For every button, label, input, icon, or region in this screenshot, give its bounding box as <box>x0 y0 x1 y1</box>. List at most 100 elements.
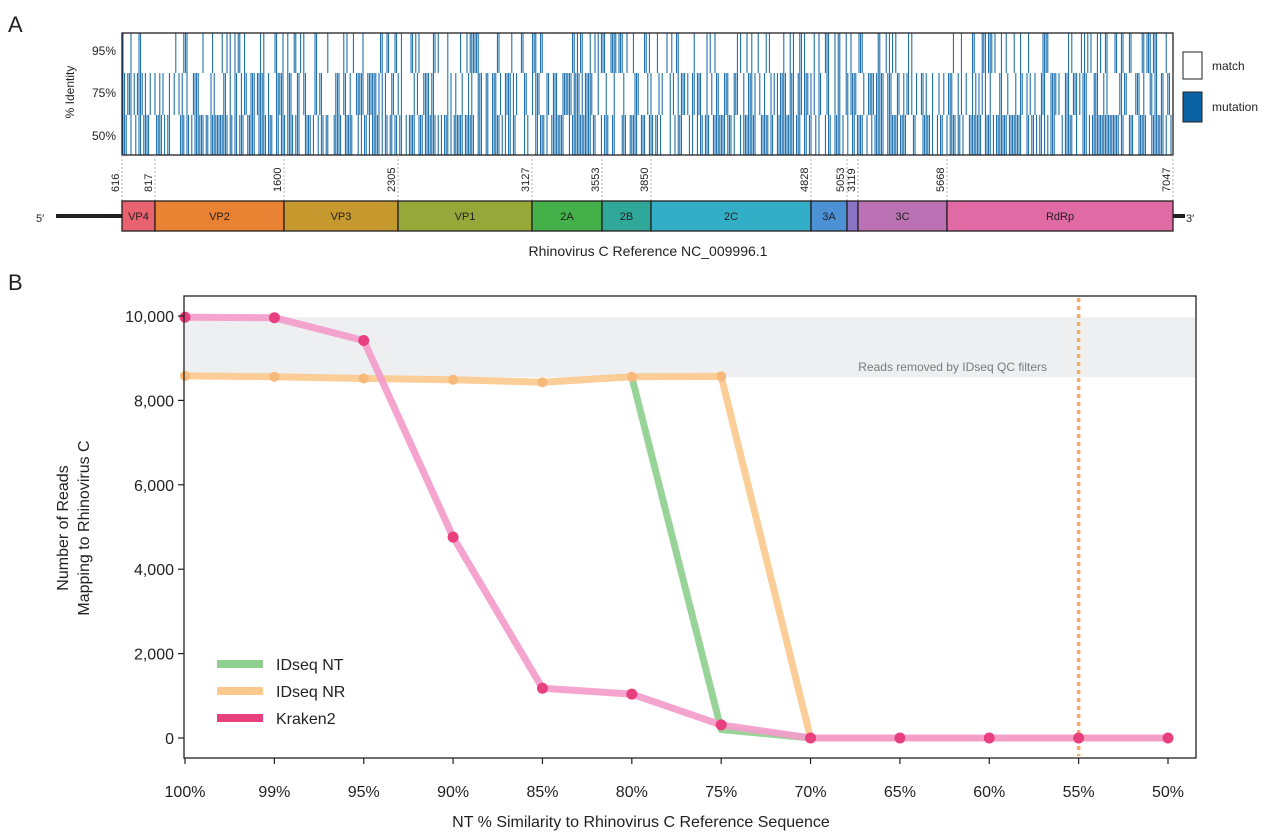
gene-box <box>650 200 812 232</box>
data-point-kraken2 <box>536 682 548 694</box>
data-point-kraken2 <box>715 719 727 731</box>
mutation-plot-frame <box>121 32 1174 156</box>
genome-title: Rhinovirus C Reference NC_009996.1 <box>529 243 768 259</box>
mutation-plot <box>122 33 1172 155</box>
legend-label: IDseq NT <box>276 657 344 674</box>
x-tick-label: 90% <box>437 784 469 801</box>
gene-box <box>857 200 948 232</box>
genome-position-label: 7047 <box>1161 168 1173 192</box>
gene-label: VP2 <box>209 211 230 223</box>
data-point-kraken2 <box>268 312 280 324</box>
panel-a-ytick: 75% <box>92 86 116 100</box>
series-line-idseq-nt <box>628 373 815 742</box>
data-point-kraken2 <box>805 732 817 744</box>
data-point-idseq-nr <box>180 370 190 381</box>
legend-swatch-match <box>1182 51 1203 80</box>
data-point-kraken2 <box>1073 732 1085 744</box>
data-point-idseq-nr <box>537 377 548 388</box>
panel-b-label: B <box>8 270 23 295</box>
data-point-kraken2 <box>626 688 638 700</box>
y-axis-title-line1: Number of Reads <box>55 465 72 590</box>
data-point-idseq-nr <box>448 374 459 385</box>
qc-filter-band <box>185 317 1195 378</box>
legend: IDseq NT IDseq NR Kraken2 <box>217 657 345 728</box>
genome-position-label: 1600 <box>272 168 284 192</box>
qc-band-label: Reads removed by IDseq QC filters <box>858 360 1047 374</box>
gene-label: 2B <box>620 211 633 223</box>
legend-label-mutation: mutation <box>1212 100 1258 114</box>
panel-a-ytick: 95% <box>92 44 116 58</box>
three-prime-label: 3′ <box>1186 213 1194 225</box>
series-points <box>179 311 1174 744</box>
position-labels: 616 817 1600 2305 3127 3553 3850 4828 5053 3119 56… <box>110 155 1174 201</box>
legend-label: IDseq NR <box>276 684 345 701</box>
gene-label: VP1 <box>455 211 476 223</box>
x-tick-label: 85% <box>526 784 558 801</box>
y-tick-label: 8,000 <box>134 393 174 410</box>
series-lines <box>181 313 1172 742</box>
data-point-kraken2 <box>179 311 191 323</box>
y-tick-label: 2,000 <box>134 647 174 664</box>
x-tick-label: 65% <box>884 784 916 801</box>
x-tick-label: 55% <box>1063 784 1095 801</box>
data-point-kraken2 <box>983 732 995 744</box>
legend-label: Kraken2 <box>276 711 336 728</box>
gene-label: 2A <box>560 211 574 223</box>
series-line-kraken2 <box>181 313 1172 742</box>
legend-swatch-mutation <box>1182 91 1203 123</box>
panel-a-ylabel: % Identity <box>63 66 77 119</box>
x-tick-label: 95% <box>348 784 380 801</box>
data-point-kraken2 <box>894 732 906 744</box>
gene-box <box>531 200 603 232</box>
y-tick-label: 6,000 <box>134 478 174 495</box>
panel-a-ytick: 50% <box>92 129 116 143</box>
genome-position-label: 2305 <box>386 168 398 192</box>
genome-position-label: 3553 <box>590 168 602 192</box>
data-point-kraken2 <box>1162 732 1174 744</box>
y-tick-label: 10,000 <box>125 309 174 326</box>
y-tick-label: 0 <box>165 731 174 748</box>
gene-box <box>846 200 859 232</box>
data-point-idseq-nr <box>626 371 637 382</box>
genome-position-label: 5668 <box>935 168 947 192</box>
data-point-kraken2 <box>358 334 370 346</box>
genome-position-label: 616 <box>110 174 122 192</box>
gene-box <box>121 200 156 232</box>
x-tick-label: 70% <box>795 784 827 801</box>
y-axis: 0 2,000 4,000 6,000 8,000 10,000 <box>125 309 184 748</box>
five-prime-label: 5′ <box>36 213 44 225</box>
data-point-idseq-nr <box>716 371 727 382</box>
gene-box <box>946 200 1174 232</box>
x-axis-title: NT % Similarity to Rhinovirus C Referenc… <box>452 814 830 831</box>
gene-box <box>601 200 652 232</box>
gene-box <box>154 200 285 232</box>
gene-label: 3C <box>895 211 909 223</box>
gene-box <box>283 200 399 232</box>
data-point-idseq-nr <box>269 371 280 382</box>
x-tick-label: 80% <box>616 784 648 801</box>
genome-position-label: 3850 <box>639 168 651 192</box>
x-tick-label: 75% <box>705 784 737 801</box>
x-tick-label: 60% <box>973 784 1005 801</box>
panel-a-label: A <box>8 12 23 37</box>
x-tick-label: 99% <box>258 784 290 801</box>
genome-position-label: 5053 <box>835 168 847 192</box>
y-tick-label: 4,000 <box>134 562 174 579</box>
plot-frame <box>183 295 1197 759</box>
gene-label: VP3 <box>331 211 352 223</box>
data-point-idseq-nr <box>358 373 369 384</box>
x-tick-label: 50% <box>1152 784 1184 801</box>
genome-map: VP4 VP2 VP3 VP1 2A 2B 2C 3A 3C RdRp <box>121 200 1174 232</box>
legend-label-match: match <box>1212 59 1245 73</box>
gene-label: RdRp <box>1046 211 1074 223</box>
x-axis: 100% 99% 95% 90% 85% 80% 75% 70% 65% 60% 55% 50% <box>165 758 1184 801</box>
genome-position-label: 817 <box>143 174 155 192</box>
data-point-kraken2 <box>447 531 459 543</box>
gene-label: 3A <box>822 211 836 223</box>
genome-position-label: 4828 <box>799 168 811 192</box>
gene-label: 2C <box>724 211 738 223</box>
y-axis-title-line2: Mapping to Rhinovirus C <box>76 440 93 615</box>
x-tick-label: 100% <box>165 784 206 801</box>
gene-box <box>397 200 533 232</box>
